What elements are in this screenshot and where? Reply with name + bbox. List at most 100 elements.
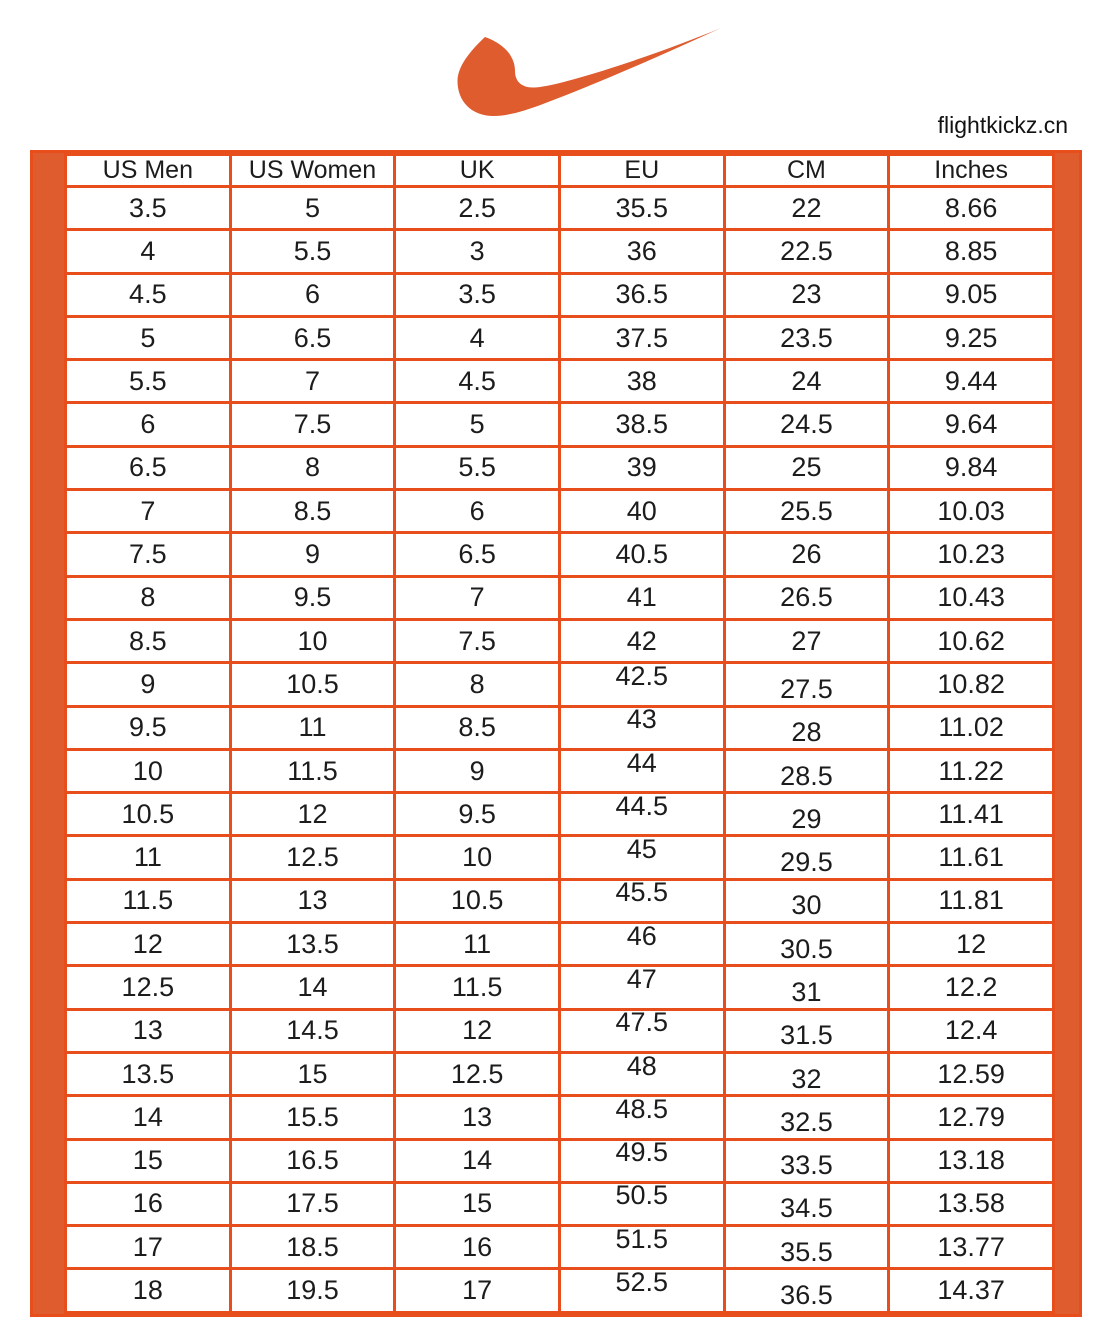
header-row: US Men US Women UK EU CM Inches	[64, 153, 1055, 188]
table-row: 8.5 10 7.5 42 27 10.62	[64, 617, 1055, 665]
table-cell: 34.5	[722, 1180, 891, 1228]
table-cell: 16.5	[228, 1137, 397, 1184]
table-cell: 3	[393, 228, 561, 275]
table-cell: 40.5	[557, 531, 726, 578]
table-row: 13 14.5 12 47.5 31.5 12.4	[64, 1007, 1055, 1054]
table-cell-value: 9.05	[944, 279, 998, 310]
table-cell: 27.5	[722, 661, 891, 708]
table-cell-value: 5	[140, 322, 156, 353]
table-cell-value: 4.5	[129, 279, 167, 310]
table-cell: 9	[393, 747, 561, 795]
table-cell: 10.62	[887, 617, 1055, 665]
table-cell: 43	[557, 704, 726, 751]
table-cell: 14.37	[887, 1267, 1055, 1314]
table-cell-value: 17.5	[286, 1188, 339, 1219]
table-cell-value: 8	[140, 582, 156, 613]
table-cell: 30	[722, 877, 891, 925]
table-cell-value: 36.5	[615, 279, 669, 310]
table-row: 10.5 12 9.5 44.5 29 11.41	[64, 791, 1055, 838]
table-row: 10 11.5 9 44 28.5 11.22	[64, 747, 1055, 795]
table-row: 6 7.5 5 38.5 24.5 9.64	[64, 401, 1055, 448]
table-cell: 7.5	[393, 617, 561, 665]
table-cell: 35.5	[722, 1224, 891, 1271]
table-cell: 7	[393, 574, 561, 621]
table-cell: 8	[64, 574, 232, 621]
table-cell: 23	[722, 271, 891, 318]
table-cell-value: 11.41	[938, 798, 1004, 829]
table-cell-value: 7.5	[293, 409, 332, 440]
table-cell-value: 52.5	[615, 1267, 669, 1298]
table-cell-value: 22	[791, 192, 822, 223]
table-cell-value: 43	[626, 704, 657, 735]
table-cell-value: 6.5	[293, 322, 332, 353]
table-cell-value: 9	[304, 539, 320, 570]
table-cell: 52.5	[557, 1267, 726, 1314]
table-cell-value: 13.5	[121, 1058, 175, 1089]
table-cell-value: 14	[297, 971, 328, 1002]
table-cell: 13.58	[887, 1180, 1055, 1228]
table-cell: 8.5	[64, 617, 232, 665]
table-cell: 31	[722, 964, 891, 1011]
table-cell-value: 11.5	[122, 885, 174, 916]
size-chart-table: US Men US Women UK EU CM Inches 3.5 5 2.5 35.5 22…	[64, 153, 1055, 1314]
table-cell-value: 8.5	[458, 712, 496, 743]
table-cell-value: 13	[132, 1015, 163, 1046]
table-cell-value: 31.5	[780, 1020, 833, 1051]
table-cell: 45	[557, 834, 726, 881]
table-cell: 12.79	[887, 1094, 1055, 1141]
table-cell-value: 45.5	[615, 877, 669, 908]
table-row: 3.5 5 2.5 35.5 22 8.66	[64, 184, 1055, 232]
table-body: 3.5 5 2.5 35.5 22 8.66 4 5.5 3 36 22.5 8.85 4.5 6 3.5 3…	[64, 184, 1055, 1314]
table-cell: 32	[722, 1050, 891, 1098]
table-cell-value: 14.37	[937, 1275, 1005, 1306]
table-cell: 5	[393, 401, 561, 448]
table-cell-value: 28.5	[780, 760, 833, 791]
table-row: 11.5 13 10.5 45.5 30 11.81	[64, 877, 1055, 925]
table-cell-value: 23.5	[780, 322, 833, 353]
table-cell: 48.5	[557, 1094, 726, 1141]
table-cell-value: 15.5	[286, 1101, 339, 1132]
table-cell-value: 28	[791, 717, 822, 748]
table-cell-value: 10.03	[937, 495, 1005, 526]
table-cell-value: 10.82	[937, 668, 1005, 699]
table-cell: 5	[228, 184, 397, 232]
table-cell: 6	[393, 488, 561, 535]
table-cell-value: 5	[469, 409, 485, 440]
table-cell: 7	[228, 358, 397, 405]
table-cell: 12	[228, 791, 397, 838]
table-row: 8 9.5 7 41 26.5 10.43	[64, 574, 1055, 621]
table-cell-value: 8	[469, 668, 485, 699]
table-cell-value: 38	[626, 365, 657, 396]
table-cell: 4	[64, 228, 232, 275]
table-cell: 23.5	[722, 314, 891, 362]
table-cell: 17	[393, 1267, 561, 1314]
table-cell: 24	[722, 358, 891, 405]
table-cell: 27	[722, 617, 891, 665]
table-cell-value: 13.58	[937, 1188, 1005, 1219]
table-cell: 9.44	[887, 358, 1055, 405]
table-cell-value: 4	[469, 322, 485, 353]
table-cell: 11	[64, 834, 232, 881]
table-cell: 29	[722, 791, 891, 838]
table-cell-value: 36	[626, 235, 657, 266]
table-cell: 10.5	[393, 877, 561, 925]
table-cell-value: 18.5	[286, 1231, 339, 1262]
table-row: 4 5.5 3 36 22.5 8.85	[64, 228, 1055, 275]
table-cell: 6	[64, 401, 232, 448]
left-accent-bar	[33, 153, 64, 1314]
table-cell-value: 8	[304, 452, 320, 483]
table-cell-value: 16	[132, 1188, 163, 1219]
table-cell: 15.5	[228, 1094, 397, 1141]
table-cell: 30.5	[722, 921, 891, 968]
table-cell-value: 4	[140, 235, 156, 266]
table-cell: 12	[64, 921, 232, 968]
nike-logo	[455, 24, 723, 118]
table-cell: 50.5	[557, 1180, 726, 1228]
table-cell: 32.5	[722, 1094, 891, 1141]
table-cell-value: 9.44	[944, 365, 998, 396]
table-row: 4.5 6 3.5 36.5 23 9.05	[64, 271, 1055, 318]
table-cell-value: 5.5	[458, 452, 496, 483]
table-cell-value: 10.62	[937, 625, 1005, 656]
table-cell-value: 15	[297, 1058, 328, 1089]
